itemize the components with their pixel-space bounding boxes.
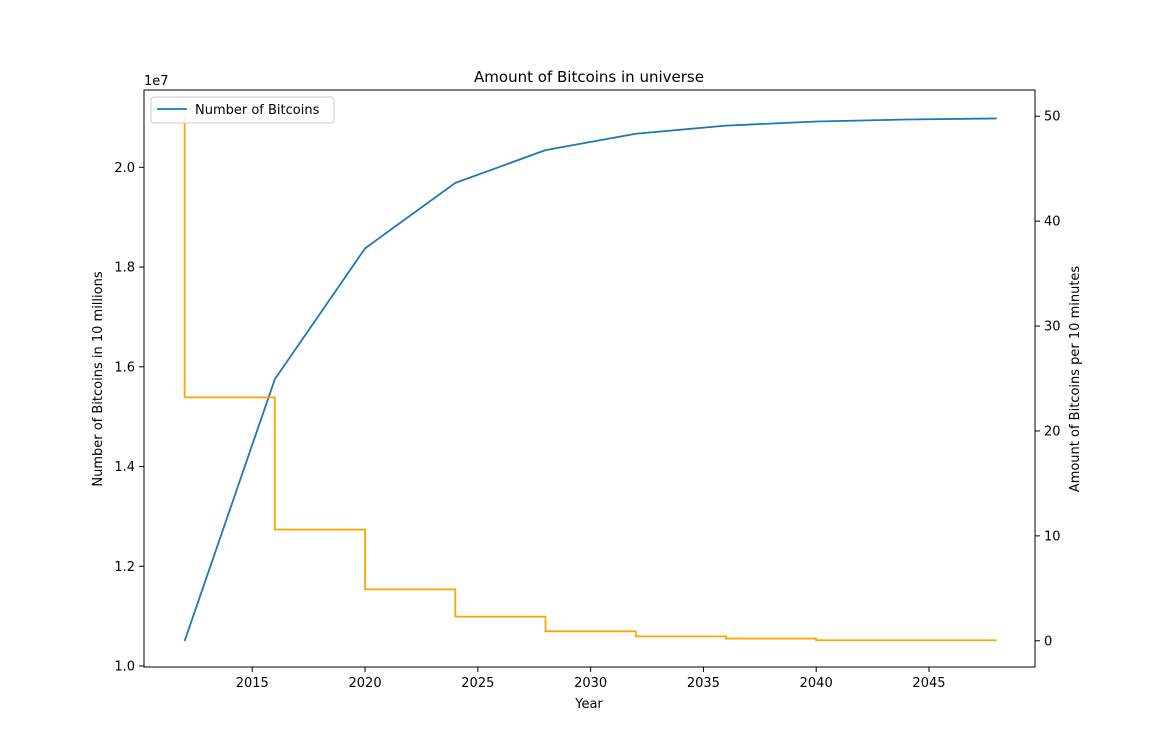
- bitcoin-data-point: [815, 121, 817, 123]
- left-y-axis-ticks: 1.0 1.2 1.4 1.6 1.8 2.0: [114, 161, 144, 675]
- bitcoin-data-point: [996, 118, 998, 120]
- left-tick-label: 1.2: [114, 560, 135, 575]
- series-line-number-of-bitcoins: [183, 117, 997, 642]
- bitcoin-data-point: [545, 149, 547, 151]
- reward-data-point: [184, 397, 186, 399]
- legend-label-number-of-bitcoins: Number of Bitcoins: [195, 103, 320, 118]
- plot-frame: [143, 89, 1036, 668]
- reward-data-point: [545, 631, 547, 633]
- x-tick-label: 2020: [349, 676, 382, 691]
- chart-title: Amount of Bitcoins in universe: [474, 68, 704, 86]
- bitcoin-data-point: [906, 119, 908, 121]
- right-tick-label: 30: [1044, 320, 1061, 335]
- legend: Number of Bitcoins: [150, 96, 335, 124]
- x-tick-label: 2030: [574, 676, 607, 691]
- left-tick-label: 1.0: [114, 660, 135, 675]
- bitcoin-data-point: [184, 640, 186, 642]
- x-tick-label: 2015: [236, 676, 269, 691]
- left-tick-label: 2.0: [114, 161, 135, 176]
- left-y-axis-label: Number of Bitcoins in 10 millions: [91, 271, 106, 486]
- right-y-axis-ticks: 0 10 20 30 40 50: [1035, 110, 1061, 649]
- reward-data-point: [815, 639, 817, 641]
- right-tick-label: 40: [1044, 215, 1061, 230]
- right-y-axis-label: Amount of Bitcoins per 10 minutes: [1068, 266, 1083, 493]
- series-layer: [183, 116, 998, 642]
- reward-data-point: [274, 529, 276, 531]
- left-tick-label: 1.6: [114, 360, 135, 375]
- bitcoin-data-point: [725, 125, 727, 127]
- bitcoin-data-point: [364, 248, 366, 250]
- right-tick-label: 10: [1044, 529, 1061, 544]
- reward-data-point: [906, 639, 908, 641]
- bitcoin-data-point: [635, 133, 637, 135]
- left-axis-offset-label: 1e7: [144, 74, 169, 89]
- reward-data-point: [364, 589, 366, 591]
- reward-data-point: [725, 638, 727, 640]
- bitcoin-data-point: [274, 378, 276, 380]
- right-tick-label: 20: [1044, 424, 1061, 439]
- x-tick-label: 2025: [461, 676, 494, 691]
- x-tick-label: 2045: [912, 676, 945, 691]
- x-tick-label: 2035: [687, 676, 720, 691]
- reward-data-point: [996, 639, 998, 641]
- left-tick-label: 1.4: [114, 460, 135, 475]
- left-tick-label: 1.8: [114, 261, 135, 276]
- x-axis-label: Year: [574, 697, 603, 712]
- x-tick-label: 2040: [800, 676, 833, 691]
- series-line-reward-per-10-minutes: [183, 116, 997, 642]
- right-tick-label: 0: [1044, 634, 1052, 649]
- legend-box: [150, 96, 335, 124]
- right-tick-label: 50: [1044, 110, 1061, 125]
- bitcoin-data-point: [454, 182, 456, 184]
- reward-data-point: [635, 636, 637, 638]
- x-axis-ticks: 2015 2020 2025 2030 2035 2040 2045: [236, 667, 946, 691]
- reward-data-point: [454, 616, 456, 618]
